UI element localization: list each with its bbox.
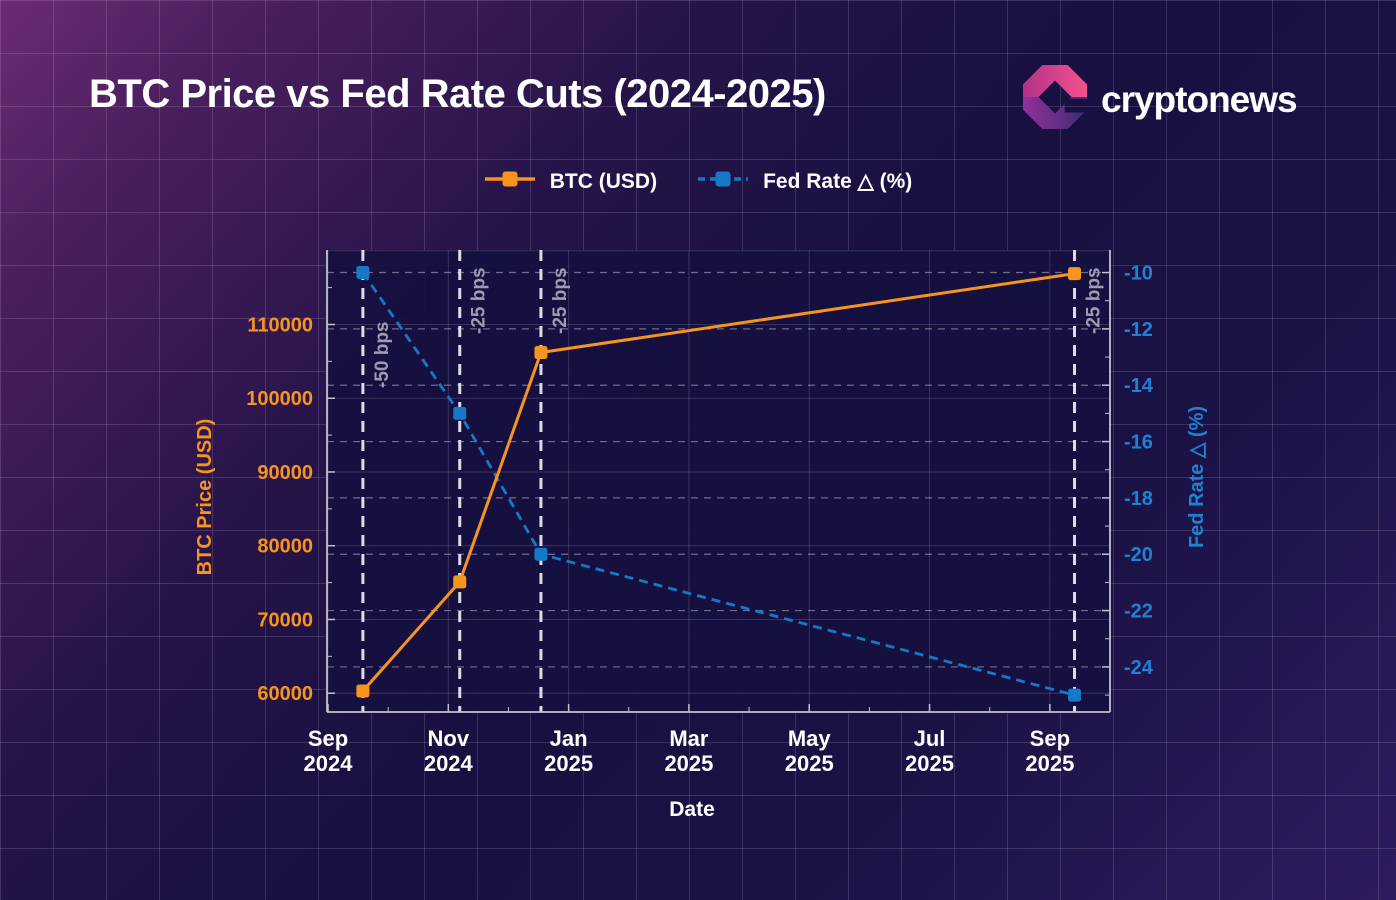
legend-item-fed-rate: Fed Rate △ (%) [697, 169, 912, 194]
fed-rate-tick-label: -24 [1124, 657, 1154, 679]
fed-rate-legend-marker [697, 169, 749, 194]
fed-rate-tick-label: -14 [1124, 375, 1154, 397]
brand-logo: cryptonews [1022, 62, 1298, 137]
date-tick-label: Jan 2025 [544, 726, 593, 776]
btc-line [361, 272, 1075, 692]
date-tick-label: Sep 2025 [1025, 726, 1074, 776]
fed-rate-data-point [534, 547, 548, 561]
rate-cut-event-label: -25 bps [550, 267, 571, 334]
btc-data-point [453, 575, 467, 589]
btc-price-tick-label: 80000 [257, 536, 313, 558]
fed-rate-data-point [356, 266, 370, 280]
fed-rate-tick-label: -18 [1124, 488, 1153, 510]
legend-item-btc: BTC (USD) [484, 169, 657, 194]
fed-rate-data-point [1068, 688, 1082, 702]
date-tick-label: Jul 2025 [905, 726, 954, 776]
btc-data-point [1068, 267, 1082, 281]
rate-cut-event-label: -25 bps [469, 267, 490, 334]
date-tick-label: May 2025 [785, 726, 834, 776]
fed-rate-data-point [453, 406, 467, 420]
btc-legend-marker [484, 169, 536, 194]
fed-rate-tick-label: -12 [1124, 319, 1153, 341]
x-axis-title: Date [669, 798, 715, 821]
fed-rate-legend-label: Fed Rate △ (%) [763, 170, 913, 193]
date-tick-label: Mar 2025 [664, 726, 713, 776]
btc-legend-label: BTC (USD) [549, 169, 658, 193]
plot-area [327, 250, 1110, 712]
btc-data-point [356, 684, 370, 698]
btc-price-tick-label: 90000 [257, 462, 313, 484]
btc-price-tick-label: 70000 [257, 609, 313, 631]
btc-price-tick-label: 100000 [246, 388, 313, 410]
rate-cut-event-label: -25 bps [1084, 267, 1105, 334]
chart-legend: BTC (USD) Fed Rate △ (%) [0, 169, 1396, 194]
fed-rate-tick-label: -10 [1124, 263, 1153, 285]
left-axis-title: BTC Price (USD) [194, 419, 216, 576]
cryptonews-logo-icon [1022, 62, 1088, 137]
fed-rate-tick-label: -22 [1124, 601, 1153, 623]
logo-text: cryptonews [1101, 78, 1298, 120]
btc-data-point [534, 346, 548, 360]
btc-price-tick-label: 110000 [247, 314, 313, 336]
page-title: BTC Price vs Fed Rate Cuts (2024-2025) [89, 72, 826, 116]
fed-rate-tick-label: -16 [1124, 432, 1153, 454]
fed-rate-tick-label: -20 [1124, 544, 1153, 566]
date-tick-label: Nov 2024 [424, 726, 474, 776]
right-axis-title: Fed Rate △ (%) [1186, 406, 1208, 548]
btc-price-tick-label: 60000 [257, 683, 313, 705]
date-tick-label: Sep 2024 [304, 726, 354, 776]
rate-cut-event-label: -50 bps [372, 321, 393, 388]
